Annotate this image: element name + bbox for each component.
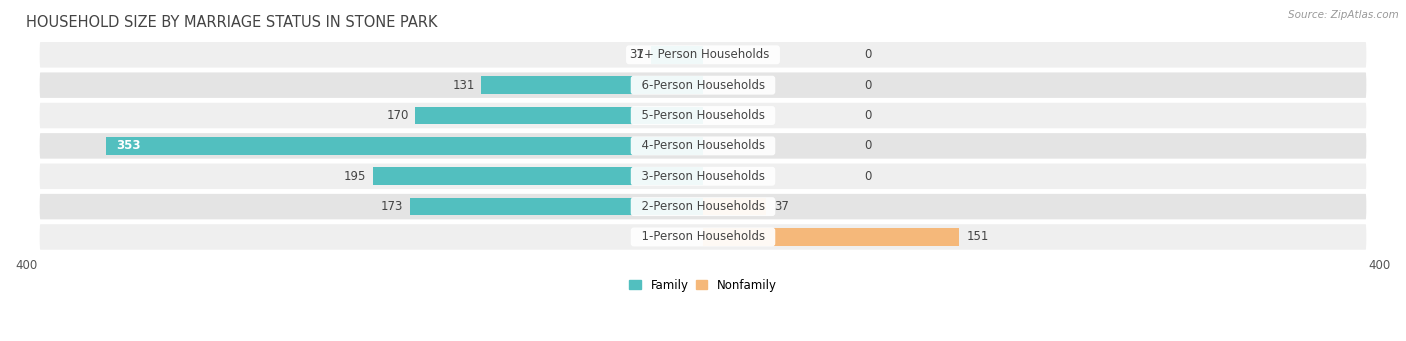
Text: 4-Person Households: 4-Person Households xyxy=(634,139,772,152)
Text: 195: 195 xyxy=(344,170,366,183)
Bar xyxy=(373,167,703,185)
Text: HOUSEHOLD SIZE BY MARRIAGE STATUS IN STONE PARK: HOUSEHOLD SIZE BY MARRIAGE STATUS IN STO… xyxy=(27,15,437,30)
Bar xyxy=(703,228,959,246)
Text: 2-Person Households: 2-Person Households xyxy=(634,200,772,213)
FancyBboxPatch shape xyxy=(39,42,1367,68)
Bar xyxy=(703,198,766,216)
Text: 353: 353 xyxy=(115,139,141,152)
FancyBboxPatch shape xyxy=(39,103,1367,128)
FancyBboxPatch shape xyxy=(39,72,1367,98)
Text: 151: 151 xyxy=(967,231,990,243)
Text: 37: 37 xyxy=(775,200,789,213)
Bar xyxy=(481,76,703,94)
Text: Source: ZipAtlas.com: Source: ZipAtlas.com xyxy=(1288,10,1399,20)
Text: 173: 173 xyxy=(381,200,404,213)
Text: 1-Person Households: 1-Person Households xyxy=(634,231,772,243)
FancyBboxPatch shape xyxy=(39,194,1367,219)
Bar xyxy=(651,46,703,64)
Text: 5-Person Households: 5-Person Households xyxy=(634,109,772,122)
Text: 0: 0 xyxy=(863,109,872,122)
Legend: Family, Nonfamily: Family, Nonfamily xyxy=(626,275,780,295)
FancyBboxPatch shape xyxy=(39,163,1367,189)
FancyBboxPatch shape xyxy=(39,224,1367,250)
Text: 131: 131 xyxy=(453,79,475,92)
Bar xyxy=(415,107,703,124)
FancyBboxPatch shape xyxy=(39,133,1367,159)
Text: 0: 0 xyxy=(863,139,872,152)
Text: 0: 0 xyxy=(863,170,872,183)
Text: 6-Person Households: 6-Person Households xyxy=(634,79,772,92)
Text: 31: 31 xyxy=(628,48,644,61)
Bar xyxy=(411,198,703,216)
Text: 7+ Person Households: 7+ Person Households xyxy=(628,48,778,61)
Text: 0: 0 xyxy=(863,79,872,92)
Text: 0: 0 xyxy=(863,48,872,61)
Text: 170: 170 xyxy=(387,109,409,122)
Text: 3-Person Households: 3-Person Households xyxy=(634,170,772,183)
Bar xyxy=(105,137,703,155)
